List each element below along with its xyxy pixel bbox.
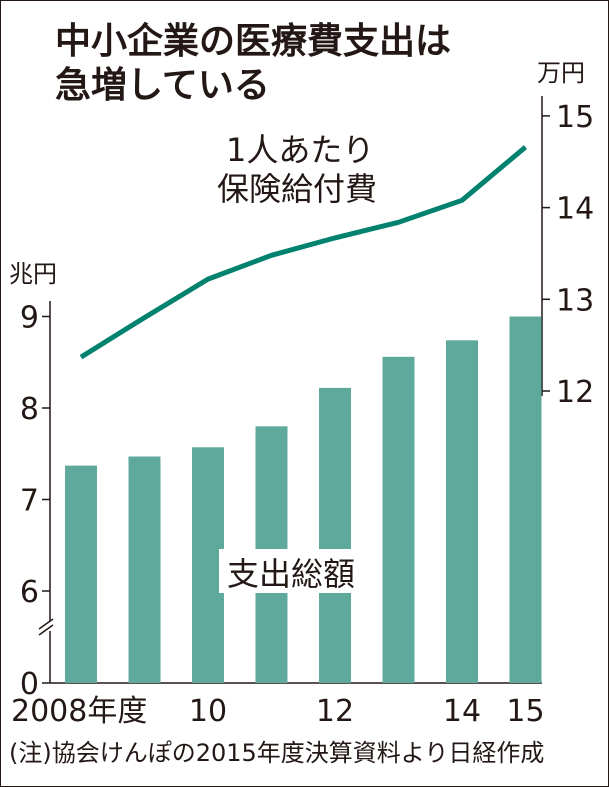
right-tick-label-15: 15 [556,100,594,135]
source-note: (注)協会けんぽの2015年度決算資料より日経作成 [9,739,544,767]
line-series [79,145,528,360]
bar-2012 [319,387,351,683]
x-tick-label-2014: 14 [443,694,481,729]
right-tick-label-12: 12 [556,375,594,410]
axis-break-mark-2 [38,624,54,636]
chart-title-line-1: 中小企業の医療費支出は [55,20,451,62]
bar-series-label: 支出総額 [227,555,355,593]
axis-break-mark-1 [38,618,54,630]
bar-2014 [446,340,478,683]
bar-2008 [65,465,97,683]
tick-labels: 0 6 7 8 9 12 13 14 15 2008年度 10 12 14 15 [11,100,594,729]
left-tick-label-8: 8 [20,392,39,427]
x-tick-label-2008: 2008年度 [11,694,147,729]
chart-title-line-2: 急増している [55,65,270,106]
right-tick-label-13: 13 [556,283,594,318]
bar-2015 [509,316,542,683]
left-axis-unit: 兆円 [9,260,57,288]
left-tick-label-9: 9 [20,301,39,336]
right-tick-label-14: 14 [556,192,594,227]
bar-2010 [192,447,224,683]
left-tick-label-6: 6 [20,575,39,610]
left-tick-label-0: 0 [20,667,39,702]
x-tick-label-2010: 10 [189,694,227,729]
line-series-label-line-2: 保険給付費 [217,170,377,208]
bar-series-label-group: 支出総額 [219,549,381,593]
x-tick-label-2012: 12 [316,694,354,729]
axis-break-band [1,616,61,636]
x-tick-label-2015: 15 [506,694,544,729]
bar-2013 [382,356,415,683]
right-axis-unit: 万円 [537,59,585,87]
bar-2009 [128,456,161,683]
left-tick-label-7: 7 [20,484,39,519]
bar-series [65,316,542,683]
line-series-path [79,145,528,360]
line-series-label-line-1: 1人あたり [226,131,374,169]
bar-series-label-bg [219,549,381,593]
